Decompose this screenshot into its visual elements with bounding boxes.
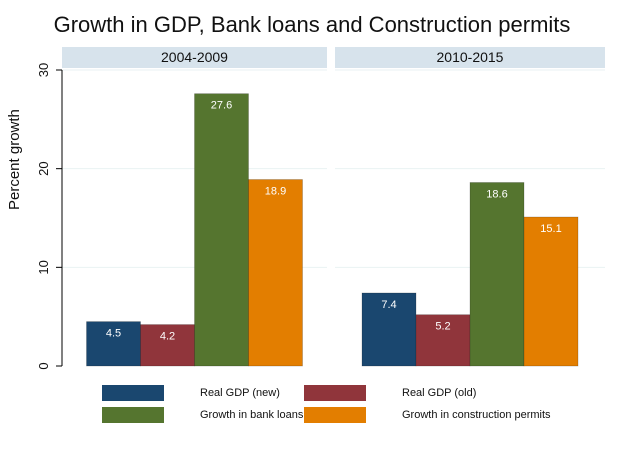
bar-value-label: 4.5 <box>106 328 121 340</box>
legend-item-real-gdp-new: Real GDP (new) <box>102 385 280 401</box>
panel-label-1: 2004-2009 <box>161 49 228 65</box>
legend-label-bank-loans: Growth in bank loans <box>200 409 304 421</box>
panel-label-2: 2010-2015 <box>436 49 504 65</box>
legend-swatch-real-gdp-new <box>102 385 164 401</box>
legend-label-construction-permits: Growth in construction permits <box>402 409 551 421</box>
bar-value-label: 27.6 <box>211 100 232 112</box>
chart-title: Growth in GDP, Bank loans and Constructi… <box>53 12 571 37</box>
bar-value-label: 15.1 <box>540 223 561 235</box>
bar-value-label: 5.2 <box>435 321 450 333</box>
bar-1-2 <box>140 324 195 367</box>
y-tick-label: 0 <box>36 362 51 369</box>
bar-2-3 <box>469 182 525 367</box>
legend-item-real-gdp-old: Real GDP (old) <box>304 385 476 401</box>
legend-item-bank-loans: Growth in bank loans <box>102 407 303 423</box>
bar-1-1 <box>86 321 141 367</box>
legend-item-construction-permits: Growth in construction permits <box>304 407 551 423</box>
legend-swatch-real-gdp-old <box>304 385 366 401</box>
y-tick-label: 30 <box>36 63 51 77</box>
y-tick-label: 10 <box>36 260 51 274</box>
panel-header-1: 2004-2009 <box>62 47 327 68</box>
legend-label-real-gdp-old: Real GDP (old) <box>402 387 477 399</box>
legend: Real GDP (new) Real GDP (old) Growth in … <box>62 376 604 438</box>
bar-1-3 <box>194 93 249 367</box>
bar-value-label: 7.4 <box>381 299 396 311</box>
bar-value-label: 4.2 <box>160 331 175 343</box>
y-tick-label: 20 <box>36 161 51 175</box>
legend-swatch-bank-loans <box>102 407 164 423</box>
legend-swatch-construction-permits <box>304 407 366 423</box>
bar-1-4 <box>248 179 303 367</box>
bar-2-1 <box>361 292 417 367</box>
panel-header-2: 2010-2015 <box>335 47 605 68</box>
bar-2-2 <box>415 314 471 367</box>
bar-2-4 <box>523 216 579 367</box>
bar-value-label: 18.9 <box>265 186 286 198</box>
bar-value-label: 18.6 <box>486 188 507 200</box>
legend-label-real-gdp-new: Real GDP (new) <box>200 387 280 399</box>
